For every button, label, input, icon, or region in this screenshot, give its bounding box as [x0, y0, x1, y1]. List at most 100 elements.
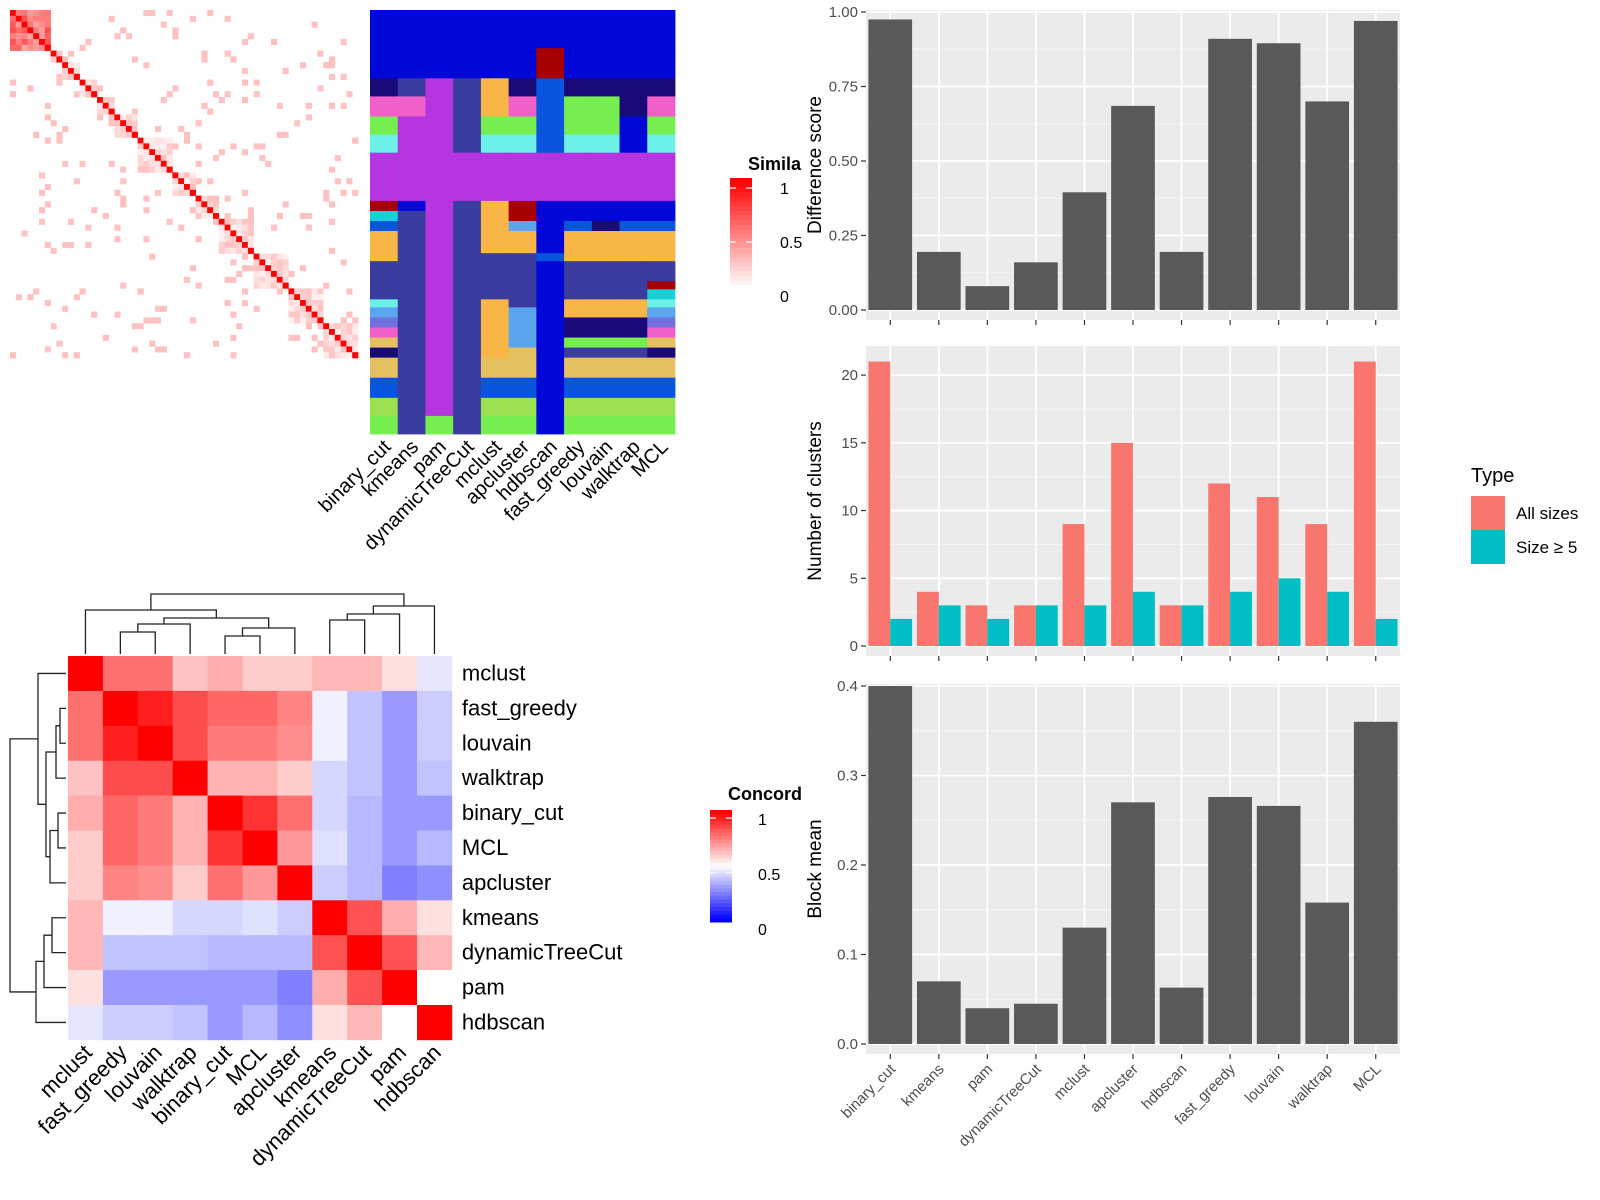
similarity-cell	[143, 149, 150, 156]
similarity-cell	[230, 276, 237, 283]
similarity-cell	[311, 294, 318, 301]
similarity-cell	[44, 242, 51, 249]
concordance-cell	[417, 690, 453, 727]
concordance-row-label: kmeans	[462, 905, 539, 930]
cluster-cell	[508, 134, 537, 154]
cluster-cell	[647, 415, 676, 435]
similarity-cell	[340, 346, 347, 353]
similarity-cell	[242, 300, 249, 307]
cluster-cell	[397, 377, 426, 399]
concordance-cell	[102, 725, 139, 761]
concordance-cell	[277, 1005, 313, 1041]
similarity-cell	[242, 68, 249, 75]
cluster-cell	[536, 134, 565, 154]
similarity-cell	[172, 172, 179, 179]
similarity-cell	[15, 33, 22, 40]
concordance-cell	[242, 900, 278, 936]
similarity-legend-swatch	[730, 196, 752, 202]
cluster-cell	[536, 152, 565, 202]
dendrogram-branch	[329, 619, 366, 654]
cluster-cell	[397, 397, 426, 417]
cluster-cell	[397, 200, 426, 212]
concordance-cell	[347, 935, 383, 971]
cluster-cell	[536, 289, 565, 300]
cluster-cell	[591, 116, 620, 135]
cluster-cell	[536, 221, 565, 232]
similarity-cell	[44, 44, 51, 51]
similarity-cell	[201, 195, 208, 202]
cluster-cell	[453, 357, 482, 379]
similarity-cell	[259, 265, 266, 272]
similarity-cell	[311, 21, 318, 28]
cluster-cell	[647, 357, 676, 379]
bar-size-5	[1327, 591, 1350, 646]
concordance-legend-swatch	[710, 828, 732, 833]
similarity-cell	[131, 131, 138, 138]
concordance-cell	[382, 830, 418, 866]
cluster-cell	[647, 261, 676, 282]
cluster-cell	[425, 152, 454, 202]
similarity-cell	[271, 265, 278, 272]
concordance-cell	[137, 865, 173, 901]
similarity-cell	[108, 120, 115, 127]
similarity-cell	[352, 352, 359, 359]
bar-size-5	[1084, 605, 1107, 646]
similarity-cell	[143, 317, 150, 324]
cluster-cell	[619, 116, 648, 135]
similarity-cell	[189, 15, 196, 22]
similarity-cell	[91, 207, 98, 214]
similarity-cell	[236, 230, 243, 237]
similarity-cell	[131, 56, 138, 63]
similarity-cell	[247, 207, 254, 214]
similarity-cell	[207, 178, 214, 185]
similarity-cell	[172, 27, 179, 34]
cluster-cell	[591, 289, 620, 300]
similarity-cell	[230, 334, 237, 341]
concordance-cell	[172, 760, 208, 796]
similarity-cell	[352, 329, 359, 336]
similarity-legend-swatch	[730, 229, 752, 235]
bar-size-5	[890, 618, 913, 646]
similarity-cell	[311, 288, 318, 295]
concordance-legend-tick-05: 0.5	[758, 867, 780, 884]
cluster-cell	[619, 152, 648, 202]
similarity-cell	[10, 15, 17, 22]
similarity-cell	[282, 253, 289, 260]
similarity-cell	[73, 294, 80, 301]
similarity-cell	[224, 91, 231, 98]
similarity-cell	[114, 189, 121, 196]
similarity-cell	[33, 39, 40, 46]
cluster-cell	[536, 116, 565, 135]
similarity-cell	[62, 160, 69, 167]
concordance-cell	[102, 970, 139, 1006]
similarity-cell	[329, 166, 336, 173]
similarity-cell	[265, 265, 272, 272]
similarity-cell	[305, 294, 312, 301]
similarity-cell	[172, 184, 179, 191]
concordance-cell	[207, 760, 243, 796]
similarity-cell	[282, 282, 289, 289]
cluster-cell	[536, 357, 565, 379]
similarity-cell	[155, 346, 162, 353]
concordance-cell	[347, 830, 383, 866]
similarity-cell	[178, 184, 185, 191]
cluster-cell	[508, 210, 537, 222]
similarity-cell	[213, 340, 220, 347]
concordance-cell	[207, 656, 243, 692]
similarity-cell	[21, 15, 28, 22]
similarity-cell	[155, 305, 162, 312]
concordance-row-label: binary_cut	[462, 800, 564, 825]
y-tick-label: 0.50	[829, 153, 858, 170]
cluster-cell	[453, 134, 482, 154]
similarity-cell	[294, 300, 301, 307]
number-of-clusters-panel: 0 5 10 15 20 Number of clusters	[805, 346, 1400, 661]
similarity-cell	[131, 120, 138, 127]
similarity-cell	[27, 21, 34, 28]
bar-size-5	[1278, 578, 1301, 646]
cluster-cell	[536, 327, 565, 338]
cluster-cell	[508, 231, 537, 254]
similarity-cell	[276, 213, 283, 220]
cluster-cell	[370, 317, 399, 328]
concordance-cell	[417, 795, 453, 831]
concordance-cell	[172, 935, 208, 971]
